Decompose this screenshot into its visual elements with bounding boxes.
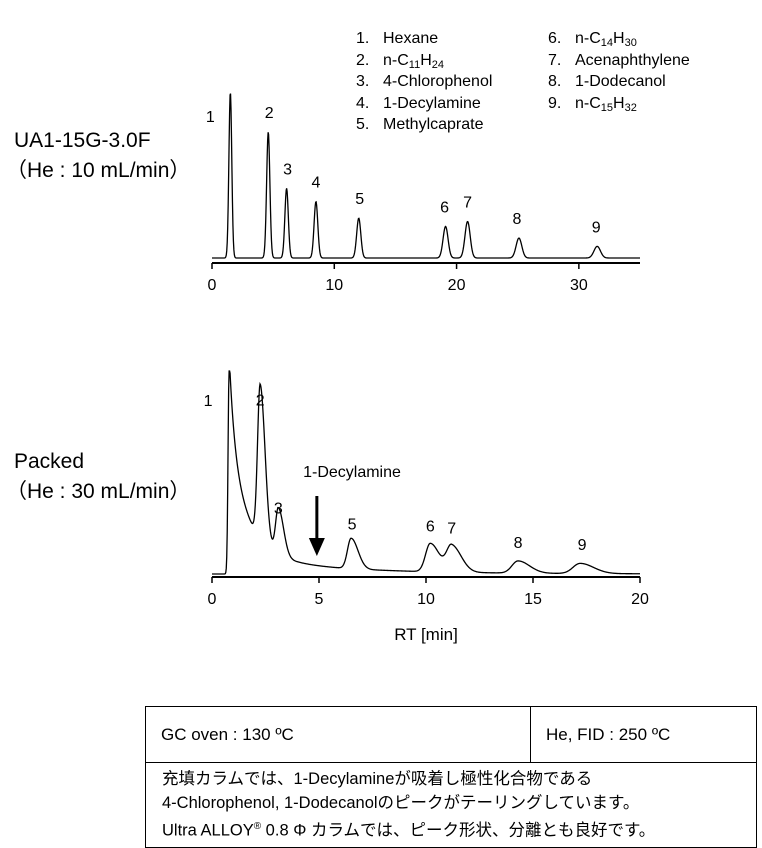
signal-trace: [212, 93, 640, 259]
annotation-arrow-head: [308, 538, 325, 556]
legend-item-4: 4. 1-Decylamine: [356, 93, 492, 115]
peak-label: 9: [592, 219, 601, 236]
conditions-row: GC oven : 130 ºC He, FID : 250 ºC: [146, 707, 756, 763]
peak-label: 5: [355, 191, 364, 208]
legend-name: 1-Decylamine: [383, 94, 481, 112]
peak-label: 1: [206, 109, 215, 126]
note-text: Ultra ALLOY: [162, 821, 254, 840]
legend-item-5: 5. Methylcaprate: [356, 114, 492, 136]
legend-name: 1-Dodecanol: [575, 73, 666, 90]
x-tick-label: 20: [631, 591, 649, 608]
peak-label: 6: [440, 199, 449, 216]
peak-label: 7: [447, 521, 456, 538]
conditions-note: 充填カラムでは、1-Decylamineが吸着し極性化合物である 4-Chlor…: [146, 763, 756, 847]
legend-name: Hexane: [383, 30, 439, 47]
column-name: UA1-15G-3.0F: [14, 129, 151, 152]
top-column-label: UA1-15G-3.0F （He : 10 mL/min）: [6, 126, 190, 186]
peak-label: 2: [265, 105, 274, 122]
legend-name: H: [613, 30, 625, 47]
x-axis-label: RT [min]: [394, 625, 458, 644]
peak-label: 7: [463, 194, 472, 211]
legend-left: 1. Hexane 2. n-C11H24 3. 4-Chlorophenol 4. 1…: [356, 28, 492, 136]
legend-num: 1.: [356, 30, 370, 47]
note-text: 0.8 Φ カラムでは、ピーク形状、分離とも良好です。: [261, 821, 656, 840]
legend-subscript: 14: [600, 37, 614, 49]
legend-subscript: 11: [408, 58, 421, 71]
legend-num: 8.: [548, 73, 562, 90]
legend-item-9: 9. n-C15H32: [548, 93, 690, 115]
peak-label: 4: [311, 175, 320, 192]
legend-name: 4-Chlorophenol: [383, 73, 493, 90]
legend-item-1: 1. Hexane: [356, 28, 492, 50]
legend-num: 5.: [356, 116, 370, 133]
x-tick-label: 10: [417, 591, 435, 608]
column-name: Packed: [14, 450, 85, 473]
flow-rate: （He : 30 mL/min）: [6, 480, 191, 503]
peak-label: 2: [256, 393, 265, 410]
x-tick-label: 0: [208, 277, 217, 294]
legend-name: H: [613, 94, 625, 112]
legend-item-3: 3. 4-Chlorophenol: [356, 71, 492, 93]
note-line: 充填カラムでは、1-Decylamineが吸着し極性化合物である: [162, 770, 593, 788]
detector-condition: He, FID : 250 ºC: [546, 724, 671, 744]
peak-label: 3: [283, 161, 292, 178]
registered-mark: ®: [253, 821, 262, 832]
x-tick-label: 15: [524, 591, 542, 608]
legend-subscript: 32: [624, 101, 637, 114]
x-tick-label: 5: [315, 591, 324, 608]
oven-condition: GC oven : 130 ºC: [146, 707, 531, 762]
x-tick-label: 10: [325, 277, 343, 294]
legend-num: 2.: [356, 51, 370, 69]
signal-trace: [212, 370, 640, 575]
bottom-chromatogram: 0 5 10 15 20 1 2 3 5 6 7 8 9: [204, 370, 649, 608]
peak-label: 8: [514, 535, 523, 552]
note-line: 4-Chlorophenol, 1-Dodecanolのピークがテーリングしてい…: [162, 793, 640, 812]
legend-subscript: 30: [624, 37, 637, 49]
flow-rate: （He : 10 mL/min）: [6, 159, 191, 182]
decylamine-annotation: 1-Decylamine: [303, 464, 401, 556]
legend-num: 6.: [548, 30, 562, 47]
peak-label: 6: [426, 519, 435, 536]
legend-subscript: 24: [431, 58, 445, 71]
legend-item-6: 6. n-C14H30: [548, 28, 690, 50]
annotation-label: 1-Decylamine: [303, 464, 401, 481]
conditions-table: GC oven : 130 ºC He, FID : 250 ºC 充填カラムで…: [145, 706, 757, 848]
peak-label: 3: [274, 500, 283, 517]
x-tick-label: 20: [448, 277, 466, 294]
legend-num: 7.: [548, 51, 562, 69]
peak-label: 1: [204, 393, 213, 410]
legend-num: 9.: [548, 94, 562, 112]
legend-name: n-C: [575, 30, 601, 47]
legend-item-2: 2. n-C11H24: [356, 50, 492, 72]
legend-item-8: 8. 1-Dodecanol: [548, 71, 690, 93]
note-line: Ultra ALLOY® 0.8 Φ カラムでは、ピーク形状、分離とも良好です。: [162, 815, 748, 843]
legend-name: H: [420, 51, 432, 69]
legend-item-7: 7. Acenaphthylene: [548, 50, 690, 72]
legend-num: 3.: [356, 73, 370, 90]
x-tick-label: 30: [570, 277, 588, 294]
legend-num: 4.: [356, 94, 370, 112]
peak-label: 5: [348, 517, 357, 534]
legend-right: 6. n-C14H30 7. Acenaphthylene 8. 1-Dodecano…: [548, 28, 690, 114]
peak-label: 9: [578, 537, 587, 554]
x-tick-label: 0: [208, 591, 217, 608]
legend-name: n-C: [383, 51, 409, 69]
bottom-column-label: Packed （He : 30 mL/min）: [6, 447, 190, 507]
legend-subscript: 15: [600, 101, 614, 114]
legend-name: Methylcaprate: [383, 116, 484, 133]
peak-label: 8: [512, 211, 521, 228]
top-chromatogram: 0 10 20 30 1 2 3 4 5 6 7 8 9: [206, 93, 640, 294]
legend-name: n-C: [575, 94, 601, 112]
legend-name: Acenaphthylene: [575, 51, 690, 69]
